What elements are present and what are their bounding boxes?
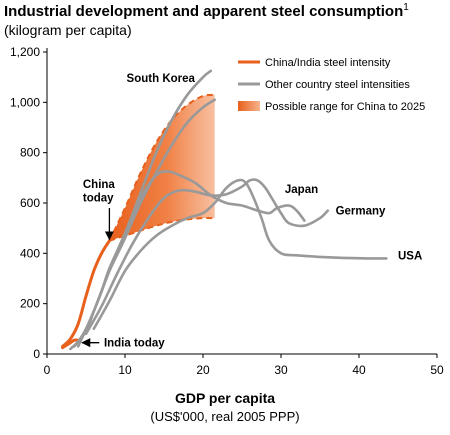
series-line-india <box>61 338 80 350</box>
annotation-india-today: India today <box>104 337 165 349</box>
legend-label-2: Possible range for China to 2025 <box>265 101 425 113</box>
annotation-china-today-2: today <box>83 193 114 205</box>
annotation-japan: Japan <box>285 184 318 196</box>
legend-label-0: China/India steel intensity <box>265 57 391 69</box>
series-line-usa <box>92 178 388 331</box>
y-tick-label: 600 <box>20 196 40 210</box>
chart-subtitle: (kilogram per capita) <box>4 22 132 38</box>
x-tick-label: 30 <box>274 363 288 377</box>
annotation-usa: USA <box>398 251 422 263</box>
annotation-germany: Germany <box>336 205 386 217</box>
y-tick-label: 1,000 <box>10 95 40 109</box>
x-tick-label: 20 <box>196 363 210 377</box>
x-axis-label: GDP per capita <box>174 390 276 406</box>
x-tick-label: 50 <box>430 363 444 377</box>
y-tick-label: 400 <box>20 246 40 260</box>
annotation-south-korea: South Korea <box>127 73 196 85</box>
annotation-china-today-1: China <box>83 179 116 191</box>
range-upper-boundary <box>108 93 215 242</box>
y-tick-label: 1,200 <box>10 45 40 59</box>
x-tick-label: 40 <box>352 363 366 377</box>
legend-label-1: Other country steel intensities <box>265 79 410 91</box>
y-tick-label: 800 <box>20 146 40 160</box>
x-axis-sublabel: (US$'000, real 2005 PPP) <box>150 409 300 424</box>
range-lower-boundary <box>109 217 215 242</box>
x-tick-label: 0 <box>44 363 51 377</box>
series-line-germany <box>84 178 330 336</box>
title-footnote: 1 <box>403 2 409 13</box>
x-tick-label: 10 <box>118 363 132 377</box>
y-tick-label: 200 <box>20 297 40 311</box>
chart-title: Industrial development and apparent stee… <box>4 2 409 20</box>
legend-swatch-2 <box>238 101 260 111</box>
series-line-china <box>61 239 111 348</box>
y-tick-label: 0 <box>33 347 40 361</box>
